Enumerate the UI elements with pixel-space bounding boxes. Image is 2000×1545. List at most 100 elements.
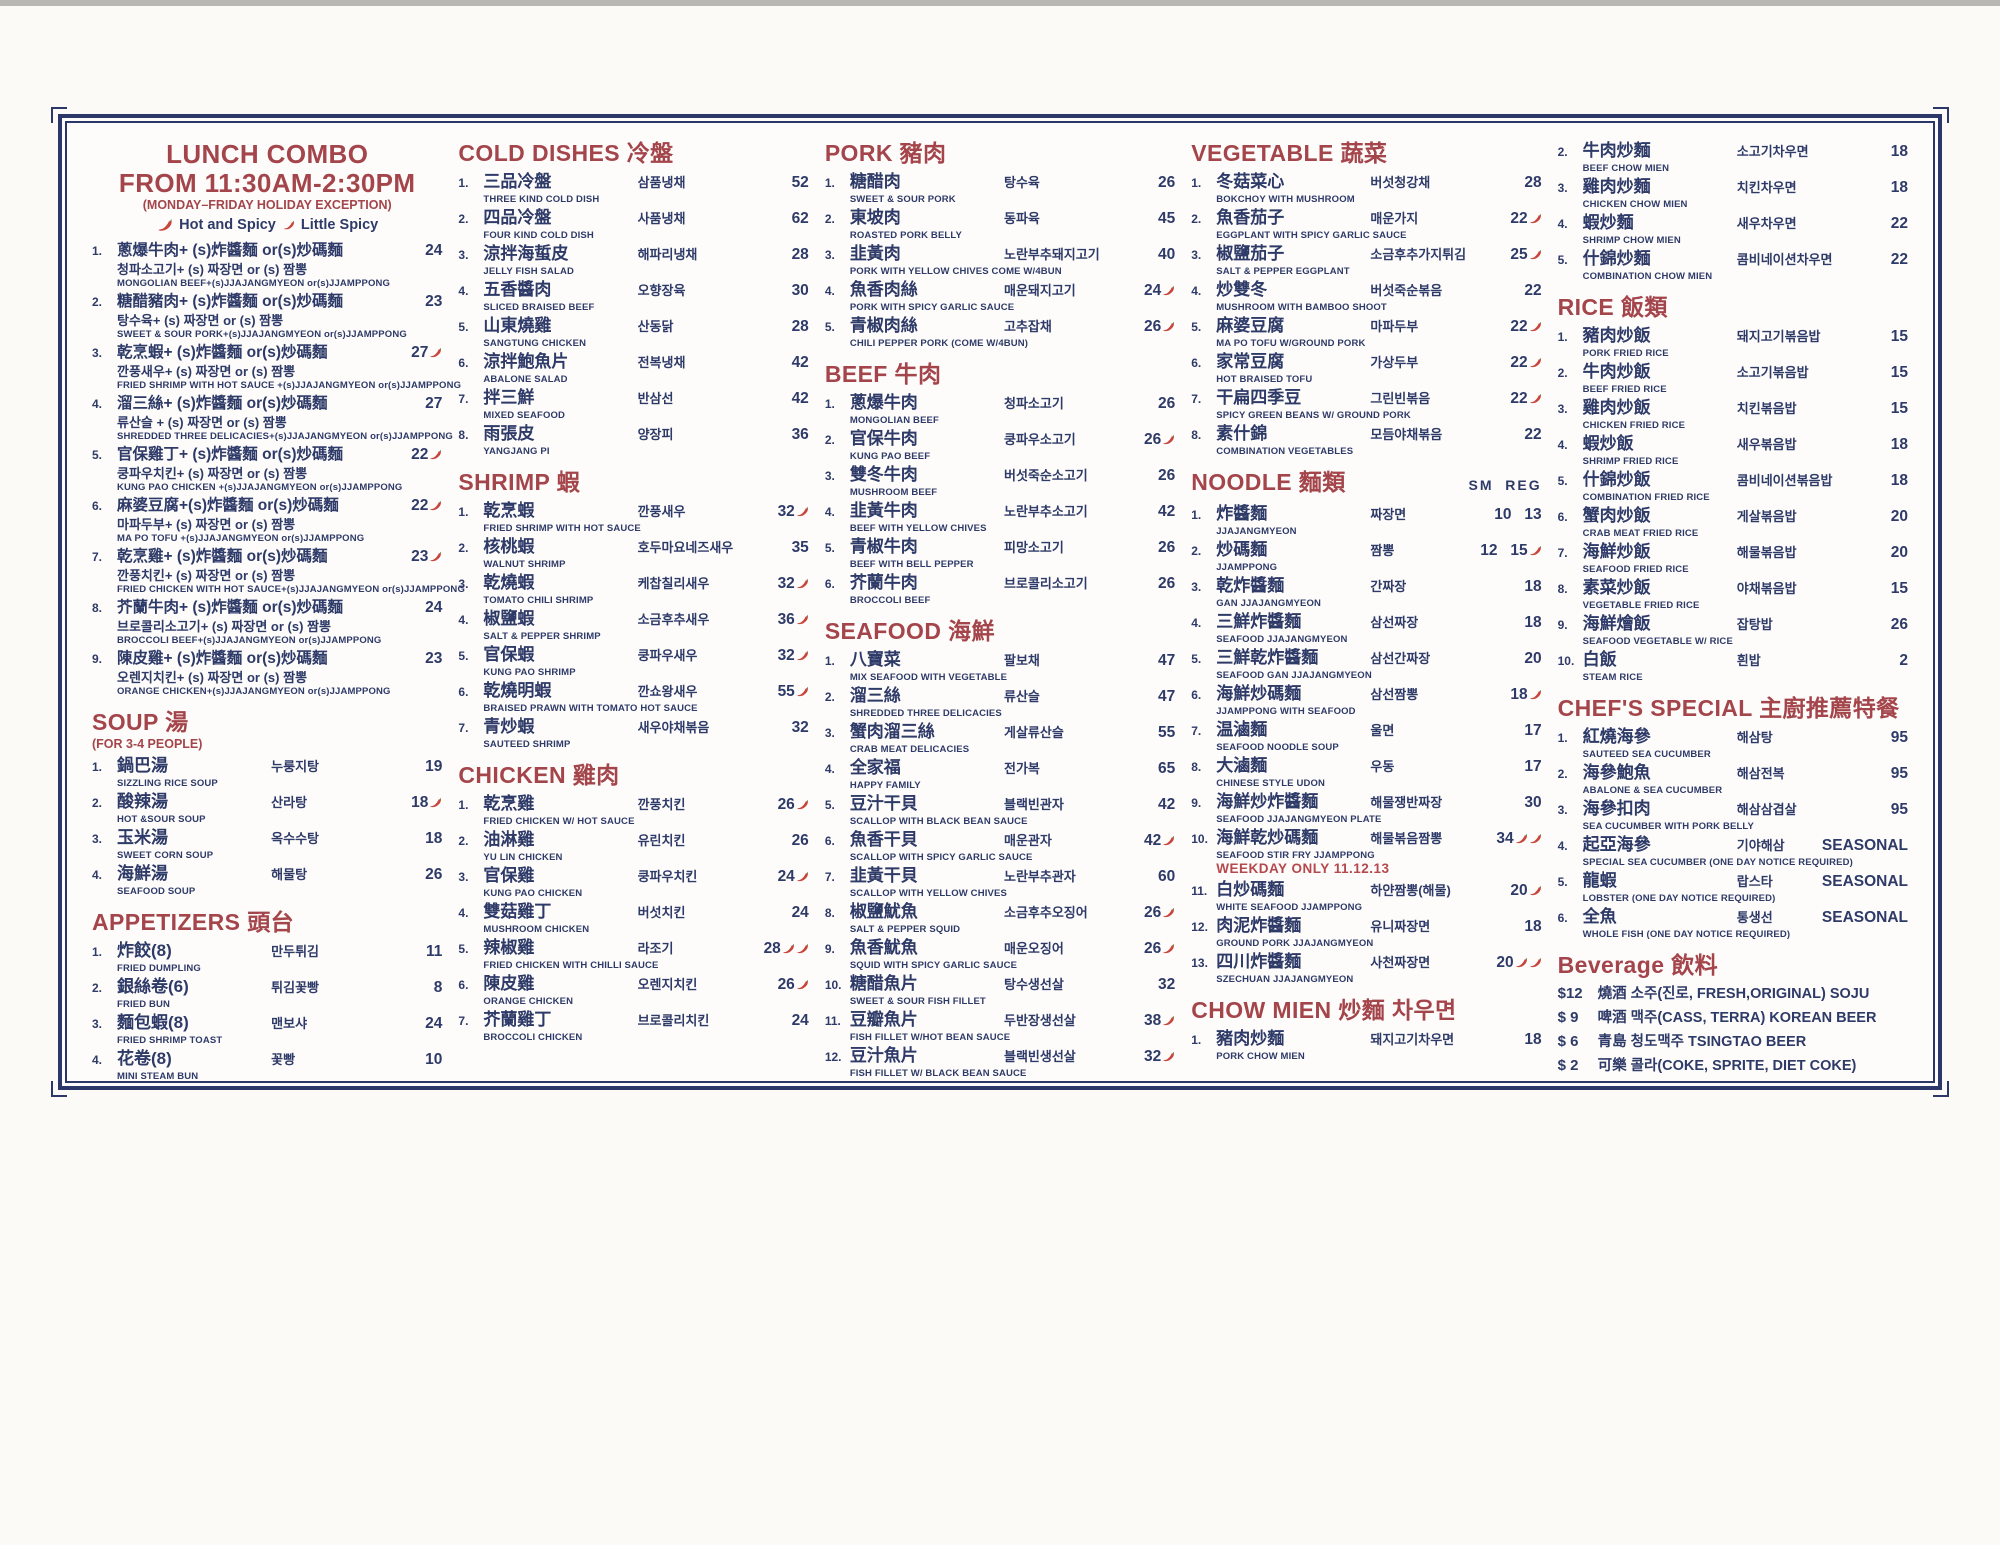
item-price: 20: [1510, 880, 1541, 901]
item-number: 1.: [1557, 731, 1568, 745]
item-price: 15: [1891, 362, 1908, 383]
item-price-value: 36: [791, 426, 809, 443]
item-name-zh: 豆汁干貝: [849, 794, 918, 813]
item-price-value: 24: [791, 1012, 809, 1029]
item-main-row: 7. 温滷麵 울면 17: [1191, 719, 1541, 742]
item-price: 55: [1158, 722, 1175, 743]
menu-item: 5. 龍蝦 랍스타 SEASONAL LOBSTER (ONE DAY NOTICE R…: [1558, 870, 1908, 904]
item-name-kr: 산라탕: [271, 795, 308, 810]
item-number: 3.: [458, 577, 469, 591]
item-name-en: MA PO TOFU W/GROUND PORK: [1216, 338, 1366, 349]
item-price-value: 20: [1890, 508, 1909, 525]
item-name-zh: 紅燒海參: [1582, 727, 1651, 746]
item-name-en: KUNG PAO CHICKEN +(s)JJAJANGMYEON or(s)J…: [117, 482, 403, 493]
menu-item: 1. 冬菇菜心 버섯청강채 28 BOKCHOY WITH MUSHROOM: [1191, 171, 1541, 205]
item-price: 26: [778, 974, 809, 995]
menu-item: 6. 蟹肉炒飯 게살볶음밥 20 CRAB MEAT FRIED RICE: [1558, 505, 1908, 539]
item-name-kr: 유린치킨: [637, 833, 686, 848]
item-name-en: WHITE SEAFOOD JJAMPPONG: [1216, 902, 1363, 913]
menu-item: 6. 陳皮雞 오렌지치킨 26 ORANGE CHICKEN: [458, 973, 808, 1007]
item-number: 2.: [458, 541, 469, 555]
menu-item: 1. 乾烹蝦 깐풍새우 32 FRIED SHRIMP WITH HOT SAUCE: [458, 500, 808, 534]
item-name-zh: 韭黃肉: [849, 244, 901, 263]
menu-item: 7. 拌三鮮 반삼선 42 MIXED SEAFOOD: [458, 387, 808, 421]
beverage-text: 可樂 콜라(COKE, SPRITE, DIET COKE): [1597, 1058, 1857, 1074]
item-main-row: 3. 椒鹽茄子 소금후추가지튀김 25: [1191, 243, 1541, 266]
chili-icon: [1529, 885, 1541, 896]
item-main-row: 2. 四品冷盤 사품냉채 62: [458, 207, 808, 230]
item-name-zh: 官保雞丁+ (s)炸醬麵 or(s)炒碼麵: [117, 446, 344, 463]
item-main-row: 1. 冬菇菜心 버섯청강채 28: [1191, 171, 1541, 194]
section-header: PORK 豬肉: [825, 140, 1175, 166]
menu-item: 6. 魚香干貝 매운관자 42 SCALLOP WITH SPICY GARLIC SA…: [825, 829, 1175, 863]
item-main-row: 1. 乾烹蝦 깐풍새우 32: [458, 500, 808, 523]
item-number: 4.: [458, 613, 469, 627]
item-main-row: 2. 東坡肉 동파육 45: [825, 207, 1175, 230]
item-price-value: 20: [1510, 882, 1528, 899]
item-main-row: 2. 魚香茄子 매운가지 22: [1191, 207, 1541, 230]
item-price: 18: [1891, 141, 1908, 162]
item-price: 40: [1158, 244, 1175, 265]
item-name-kr: 노란부추소고기: [1003, 504, 1088, 519]
item-main-row: 2. 官保牛肉 쿵파우소고기 26: [825, 428, 1175, 451]
item-name-en: BROCCOLI BEEF+(s)JJAJANGMYEON or(s)JJAMP…: [117, 635, 382, 646]
section-chow-mien: CHOW MIEN 炒麵 차우면 1. 豬肉炒麵 돼지고기차우면 18 PORK CHOW…: [1191, 997, 1541, 1062]
item-name-zh: 雨張皮: [483, 424, 535, 443]
item-main-row: 3. 玉米湯 옥수수탕 18: [92, 827, 442, 850]
item-main-row: 1. 糖醋肉 탕수육 26: [825, 171, 1175, 194]
item-name-en: KUNG PAO SHRIMP: [483, 667, 576, 678]
item-number: 5.: [824, 541, 835, 555]
item-number: 1.: [458, 176, 469, 190]
item-price-value: 15: [1890, 580, 1909, 597]
item-name-zh: 麻婆豆腐: [1216, 316, 1285, 335]
item-name-en: SQUID WITH SPICY GARLIC SAUCE: [849, 960, 1018, 971]
item-price: 32: [792, 717, 809, 738]
item-main-row: 5. 官保蝦 쿵파우새우 32: [458, 644, 808, 667]
section-title: CHICKEN 雞肉: [458, 762, 620, 788]
item-name-zh: 芥蘭牛肉+ (s)炸醬麵 or(s)炒碼麵: [117, 599, 344, 616]
frame-corner: [1933, 107, 1949, 123]
item-name-kr: 새우차우면: [1736, 216, 1797, 231]
item-name-en: SWEET & SOUR PORK+(s)JJAJANGMYEON or(s)J…: [117, 329, 407, 340]
item-name-en: VEGETABLE FRIED RICE: [1582, 600, 1700, 611]
menu-item: 7. 青炒蝦 새우야채볶음 32 SAUTEED SHRIMP: [458, 716, 808, 750]
section-header: APPETIZERS 頭台: [92, 909, 442, 935]
menu-item: 8. 芥蘭牛肉+ (s)炸醬麵 or(s)炒碼麵 24 브로콜리소고기+ (s) 짜장…: [92, 597, 442, 646]
item-main-row: 1. 豬肉炒飯 돼지고기볶음밥 15: [1558, 325, 1908, 348]
item-price-value: 26: [1143, 431, 1162, 448]
menu-item: 5. 青椒牛肉 피망소고기 26 BEEF WITH BELL PEPPER: [825, 536, 1175, 570]
item-price-value: 17: [1524, 758, 1542, 775]
menu-item: 7. 海鮮炒飯 해물볶음밥 20 SEAFOOD FRIED RICE: [1558, 541, 1908, 575]
item-price-value: 28: [763, 940, 781, 957]
item-name-zh: 麵包蝦(8): [117, 1013, 189, 1032]
item-name-en: FRIED CHICKEN WITH HOT SAUCE+(s)JJAJANGM…: [117, 584, 465, 595]
item-name-en: SEAFOOD GAN JJAJANGMYEON: [1216, 670, 1372, 681]
item-main-row: 6. 家常豆腐 가상두부 22: [1191, 351, 1541, 374]
item-number: 5.: [1557, 253, 1568, 267]
item-name-kr: 산동닭: [637, 319, 674, 334]
item-name-zh: 陳皮雞: [483, 974, 535, 993]
item-name-en: EGGPLANT WITH SPICY GARLIC SAUCE: [1216, 230, 1407, 241]
item-price-value: 24: [1143, 282, 1162, 299]
item-main-row: 5. 青椒肉絲 고추잡채 26: [825, 315, 1175, 338]
item-price: 26: [1144, 316, 1175, 337]
item-name-kr: 매운가지: [1370, 211, 1419, 226]
item-number: 5.: [1191, 652, 1202, 666]
item-name-en: JJAMPPONG: [1216, 562, 1278, 573]
chili-icon: [430, 797, 442, 808]
item-name-zh: 乾烹蝦: [483, 501, 535, 520]
item-main-row: 3. 韭黃肉 노란부추돼지고기 40: [825, 243, 1175, 266]
item-number: 3.: [824, 248, 835, 262]
menu-item: 2. 魚香茄子 매운가지 22 EGGPLANT WITH SPICY GARLIC S…: [1191, 207, 1541, 241]
section-header: CHOW MIEN 炒麵 차우면: [1191, 997, 1541, 1023]
item-price-value: 18: [1524, 918, 1542, 935]
item-name-en: YANGJANG PI: [483, 446, 550, 457]
item-price: 18: [411, 792, 442, 813]
item-number: 3.: [92, 1017, 103, 1031]
item-price-value: SEASONAL: [1821, 837, 1909, 854]
item-price: 20: [1891, 506, 1908, 527]
item-price: 95: [1891, 763, 1908, 784]
item-main-row: 1. 八寶菜 팔보채 47: [825, 649, 1175, 672]
item-price-value: 22: [411, 497, 429, 514]
item-name-en: BROCCOLI BEEF: [849, 595, 931, 606]
